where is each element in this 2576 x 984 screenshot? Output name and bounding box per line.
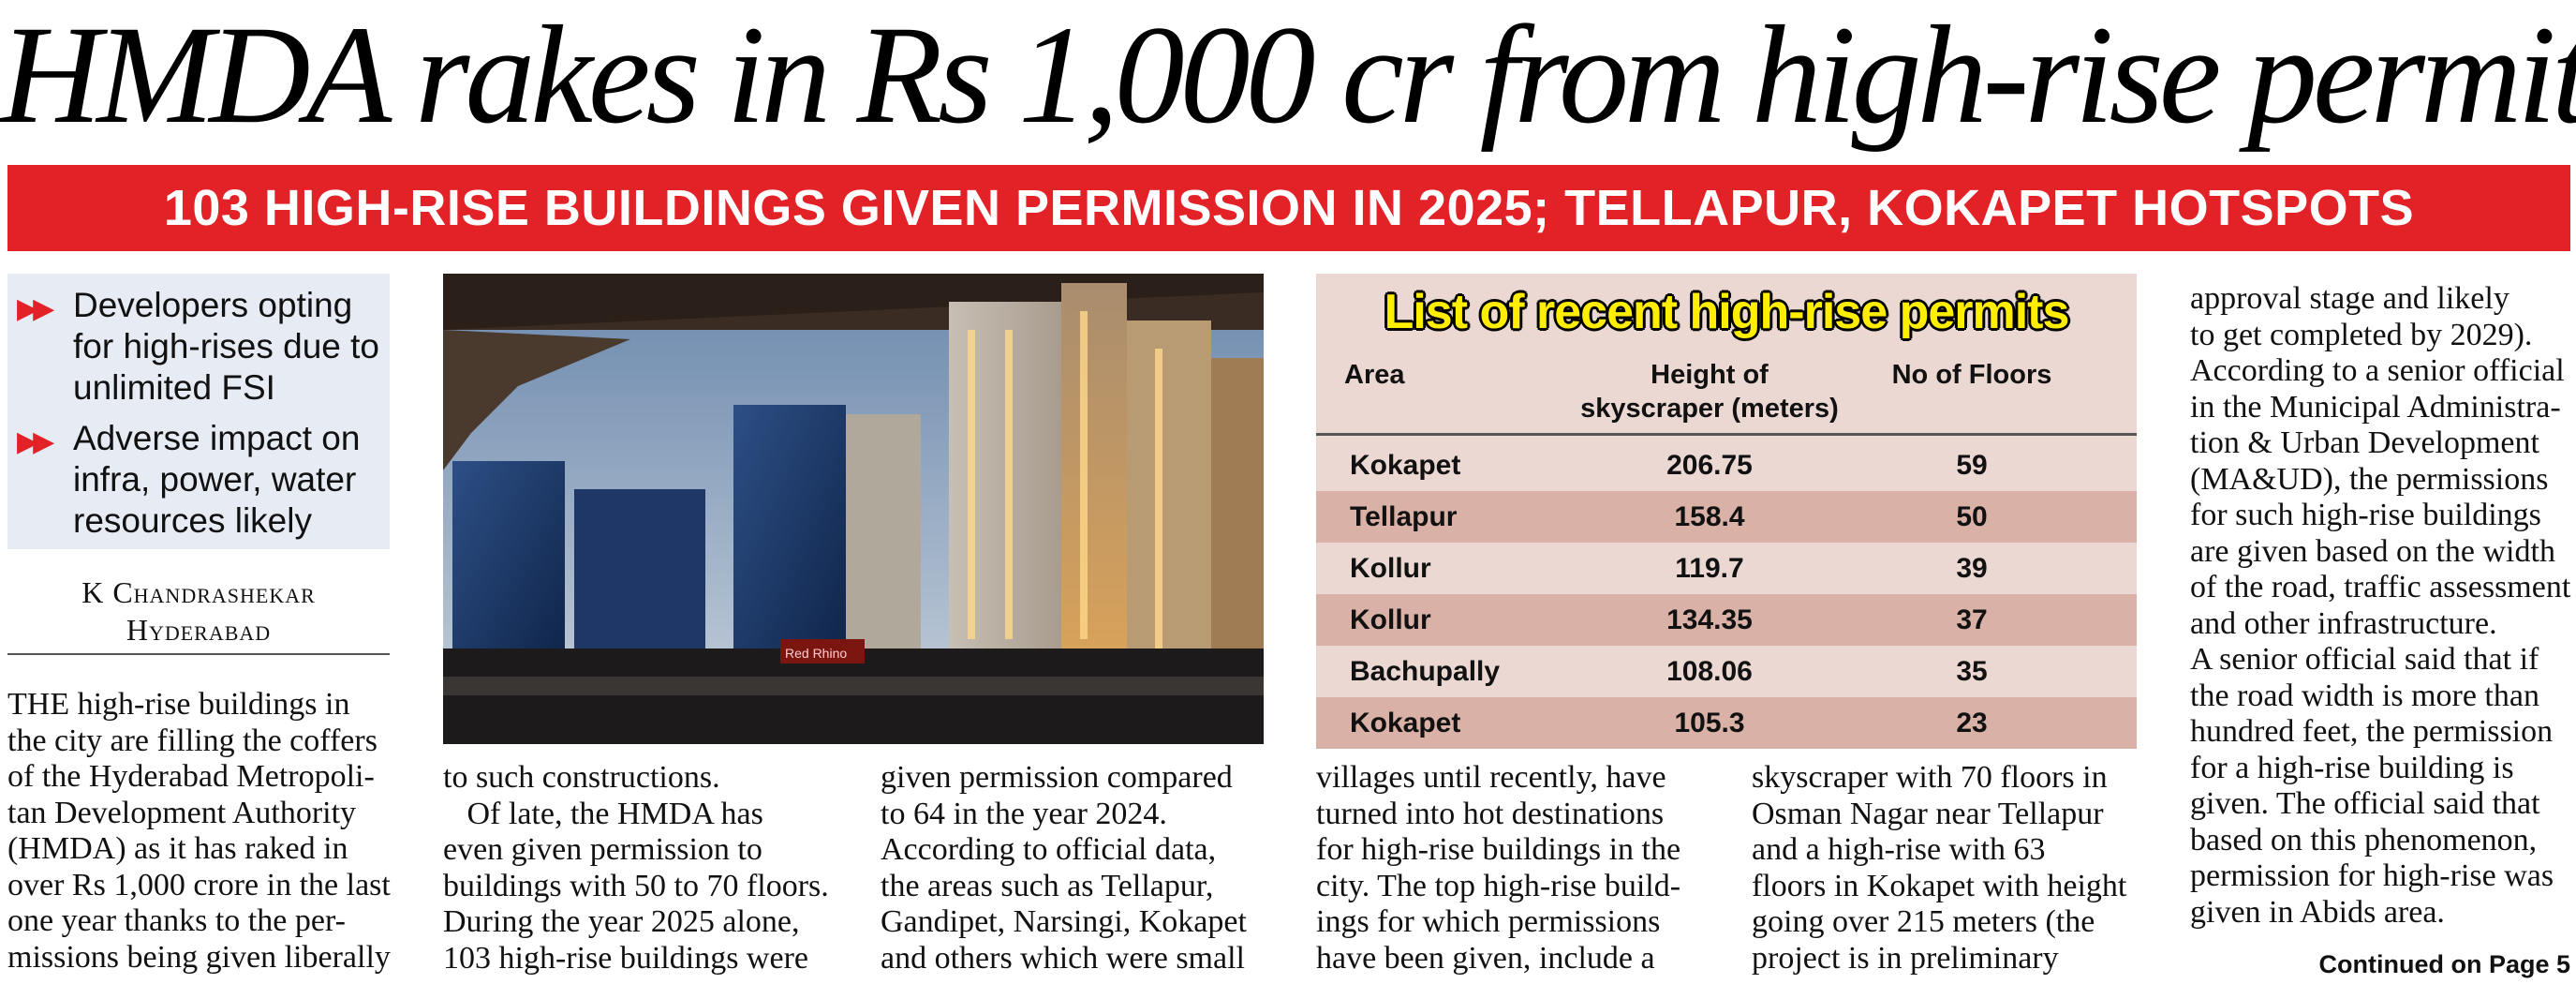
table-row: Kollur 134.35 37 bbox=[1316, 594, 2137, 646]
table-header-area: Area bbox=[1344, 360, 1405, 390]
table-cell-floors: 37 bbox=[1956, 604, 1988, 635]
table-cell-area: Kokapet bbox=[1350, 450, 1461, 481]
article-column-1: THE high-rise buildings in the city are … bbox=[7, 687, 391, 975]
table-cell-floors: 39 bbox=[1956, 553, 1988, 584]
table-cell-floors: 59 bbox=[1956, 450, 1988, 481]
permits-table: List of recent high-rise permits Area He… bbox=[1316, 274, 2137, 749]
double-arrow-icon: ▶▶ bbox=[17, 292, 54, 325]
table-header-rule bbox=[1316, 433, 2137, 436]
continued-note: Continued on Page 5 bbox=[2318, 950, 2570, 978]
table-cell-area: Kokapet bbox=[1350, 708, 1461, 738]
table-header-floors: No of Floors bbox=[1891, 360, 2052, 390]
table-cell-height: 158.4 bbox=[1674, 501, 1745, 532]
highlight-text: Adverse impact on infra, power, water re… bbox=[73, 419, 361, 540]
table-title: List of recent high-rise permits bbox=[1384, 285, 2070, 339]
table-cell-floors: 35 bbox=[1956, 656, 1988, 687]
table-cell-area: Bachupally bbox=[1350, 656, 1501, 687]
table-cell-height: 134.35 bbox=[1666, 604, 1753, 635]
article-column-4: villages until recently, have turned int… bbox=[1316, 760, 1681, 976]
highlight-item: ▶▶ Developers opting for high-rises due … bbox=[17, 285, 382, 409]
article-column-2: to such constructions. Of late, the HMDA… bbox=[443, 760, 829, 976]
table-cell-floors: 50 bbox=[1956, 501, 1988, 532]
table-header-height: Height of skyscraper (meters) bbox=[1580, 360, 1839, 424]
table-cell-area: Tellapur bbox=[1350, 501, 1458, 532]
double-arrow-icon: ▶▶ bbox=[17, 425, 54, 458]
headline: HMDA rakes in Rs 1,000 cr from high-rise… bbox=[0, 0, 2576, 153]
table-cell-height: 105.3 bbox=[1674, 708, 1745, 738]
table-row: Tellapur 158.4 50 bbox=[1316, 491, 2137, 543]
table-cell-height: 108.06 bbox=[1666, 656, 1753, 687]
byline: K Chandrashekar Hyderabad bbox=[7, 574, 390, 649]
table-cell-floors: 23 bbox=[1956, 708, 1988, 738]
article-column-6: approval stage and likely to get complet… bbox=[2190, 281, 2571, 930]
subheadline-banner: 103 HIGH-RISE BUILDINGS GIVEN PERMISSION… bbox=[7, 165, 2570, 251]
skyline-photo: Red Rhino bbox=[443, 274, 1264, 744]
table-row: Kollur 119.7 39 bbox=[1316, 543, 2137, 594]
table-cell-area: Kollur bbox=[1350, 553, 1431, 584]
shop-sign-text: Red Rhino bbox=[785, 646, 847, 661]
byline-divider bbox=[7, 653, 390, 655]
highlights-box: ▶▶ Developers opting for high-rises due … bbox=[7, 274, 390, 549]
byline-location: Hyderabad bbox=[126, 613, 272, 647]
article-column-5: skyscraper with 70 floors in Osman Nagar… bbox=[1752, 760, 2127, 976]
table-row: Kokapet 105.3 23 bbox=[1316, 697, 2137, 749]
table-cell-height: 119.7 bbox=[1675, 553, 1744, 584]
table-cell-area: Kollur bbox=[1350, 604, 1431, 635]
article-column-3: given permission compared to 64 in the y… bbox=[881, 760, 1247, 976]
highlight-item: ▶▶ Adverse impact on infra, power, water… bbox=[17, 418, 382, 542]
table-row: Kokapet 206.75 59 bbox=[1316, 440, 2137, 491]
table-row: Bachupally 108.06 35 bbox=[1316, 646, 2137, 697]
table-cell-height: 206.75 bbox=[1666, 450, 1753, 481]
byline-author: K Chandrashekar bbox=[81, 575, 316, 609]
highlight-text: Developers opting for high-rises due to … bbox=[73, 286, 380, 407]
